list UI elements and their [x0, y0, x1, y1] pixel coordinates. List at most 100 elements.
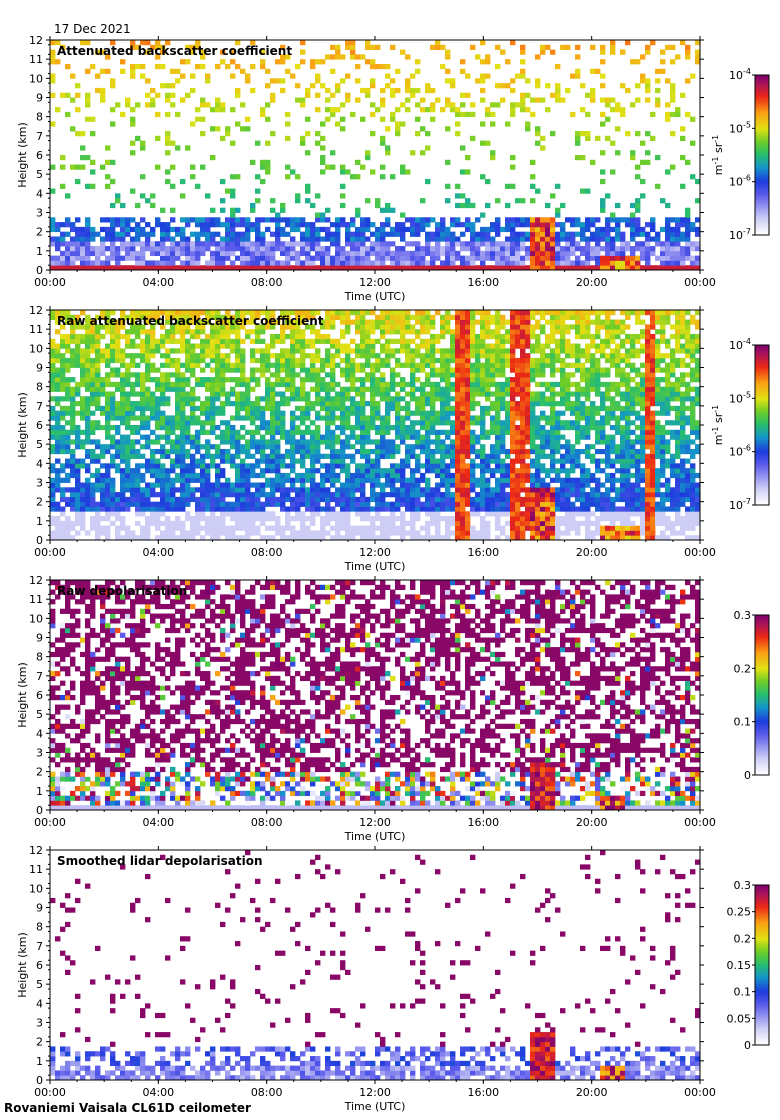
heatmap-cell [110, 401, 116, 407]
heatmap-cell [655, 472, 661, 479]
heatmap-cell [615, 487, 621, 493]
heatmap-cell [325, 453, 331, 459]
heatmap-cell [310, 530, 316, 536]
heatmap-cell [95, 487, 101, 493]
heatmap-cell [175, 501, 181, 507]
heatmap-cell [85, 226, 91, 233]
heatmap-cell [180, 487, 186, 493]
heatmap-cell [285, 434, 291, 440]
heatmap-cell [370, 506, 376, 512]
heatmap-cell [220, 429, 226, 435]
heatmap-cell [680, 482, 686, 488]
heatmap-cell [270, 477, 276, 483]
heatmap-cell [295, 535, 301, 541]
heatmap-cell [675, 217, 681, 223]
heatmap-cell [435, 439, 441, 445]
heatmap-cell [90, 506, 96, 512]
heatmap-cell [455, 530, 461, 536]
heatmap-cell [210, 155, 216, 161]
heatmap-cell [600, 265, 606, 271]
heatmap-cell [645, 520, 651, 527]
heatmap-cell [315, 246, 321, 252]
heatmap-cell [220, 198, 226, 204]
heatmap-cell [660, 453, 666, 459]
heatmap-cell [325, 410, 331, 416]
colorbar-segment [755, 109, 769, 112]
heatmap-cell [630, 501, 636, 507]
date-label: 17 Dec 2021 [54, 22, 131, 36]
heatmap-cell [380, 453, 386, 459]
heatmap-cell [300, 453, 306, 459]
heatmap-cell [395, 107, 401, 113]
heatmap-cell [565, 260, 571, 266]
heatmap-cell [50, 434, 56, 440]
heatmap-cell [460, 511, 466, 517]
heatmap-cell [280, 410, 286, 416]
heatmap-cell [220, 250, 226, 257]
heatmap-cell [90, 482, 96, 488]
heatmap-cell [260, 164, 266, 170]
heatmap-cell [615, 260, 621, 266]
heatmap-cell [440, 429, 446, 435]
heatmap-cell [195, 439, 201, 445]
heatmap-cell [180, 525, 186, 531]
heatmap-cell [645, 87, 651, 94]
colorbar-segment [755, 167, 769, 170]
heatmap-cell [635, 217, 641, 223]
heatmap-cell [415, 439, 421, 445]
heatmap-cell [430, 439, 436, 445]
heatmap-cell [60, 535, 66, 541]
heatmap-cell [645, 222, 651, 228]
heatmap-cell [210, 265, 216, 271]
heatmap-cell [215, 102, 221, 108]
heatmap-cell [650, 458, 656, 464]
heatmap-cell [510, 107, 516, 113]
heatmap-cell [295, 472, 301, 479]
heatmap-cell [335, 530, 341, 536]
heatmap-cell [55, 107, 61, 113]
heatmap-cell [225, 236, 231, 242]
heatmap-cell [260, 501, 266, 507]
heatmap-cell [60, 222, 66, 228]
heatmap-cell [625, 415, 631, 421]
heatmap-cell [650, 453, 656, 459]
colorbar-segment [755, 141, 769, 144]
heatmap-cell [640, 492, 646, 498]
heatmap-cell [670, 501, 676, 507]
heatmap-cell [525, 410, 531, 416]
heatmap-cell [655, 87, 661, 94]
heatmap-cell [360, 54, 366, 60]
heatmap-cell [645, 246, 651, 252]
heatmap-cell [620, 453, 626, 459]
heatmap-cell [115, 496, 121, 503]
heatmap-cell [625, 448, 631, 455]
heatmap-cell [225, 477, 231, 483]
heatmap-cell [455, 250, 461, 257]
heatmap-cell [335, 496, 341, 503]
heatmap-cell [640, 516, 646, 522]
heatmap-cell [505, 236, 511, 242]
heatmap-cell [200, 420, 206, 426]
heatmap-cell [605, 250, 611, 257]
heatmap-cell [165, 501, 171, 507]
heatmap-cell [550, 477, 556, 483]
heatmap-cell [360, 260, 366, 266]
heatmap-cell [135, 472, 141, 479]
heatmap-cell [345, 439, 351, 445]
heatmap-cell [595, 492, 601, 498]
heatmap-cell [645, 496, 651, 503]
heatmap-cell [270, 260, 276, 266]
heatmap-cell [300, 525, 306, 531]
heatmap-cell [400, 246, 406, 252]
heatmap-cell [295, 265, 301, 271]
heatmap-cell [545, 222, 551, 228]
heatmap-cell [175, 246, 181, 252]
heatmap-cell [360, 265, 366, 271]
heatmap-cell [85, 482, 91, 488]
heatmap-cell [390, 44, 396, 50]
heatmap-cell [545, 217, 551, 223]
heatmap-cell [460, 169, 466, 175]
heatmap-cell [95, 501, 101, 507]
heatmap-cell [630, 448, 636, 455]
heatmap-cell [670, 226, 676, 233]
